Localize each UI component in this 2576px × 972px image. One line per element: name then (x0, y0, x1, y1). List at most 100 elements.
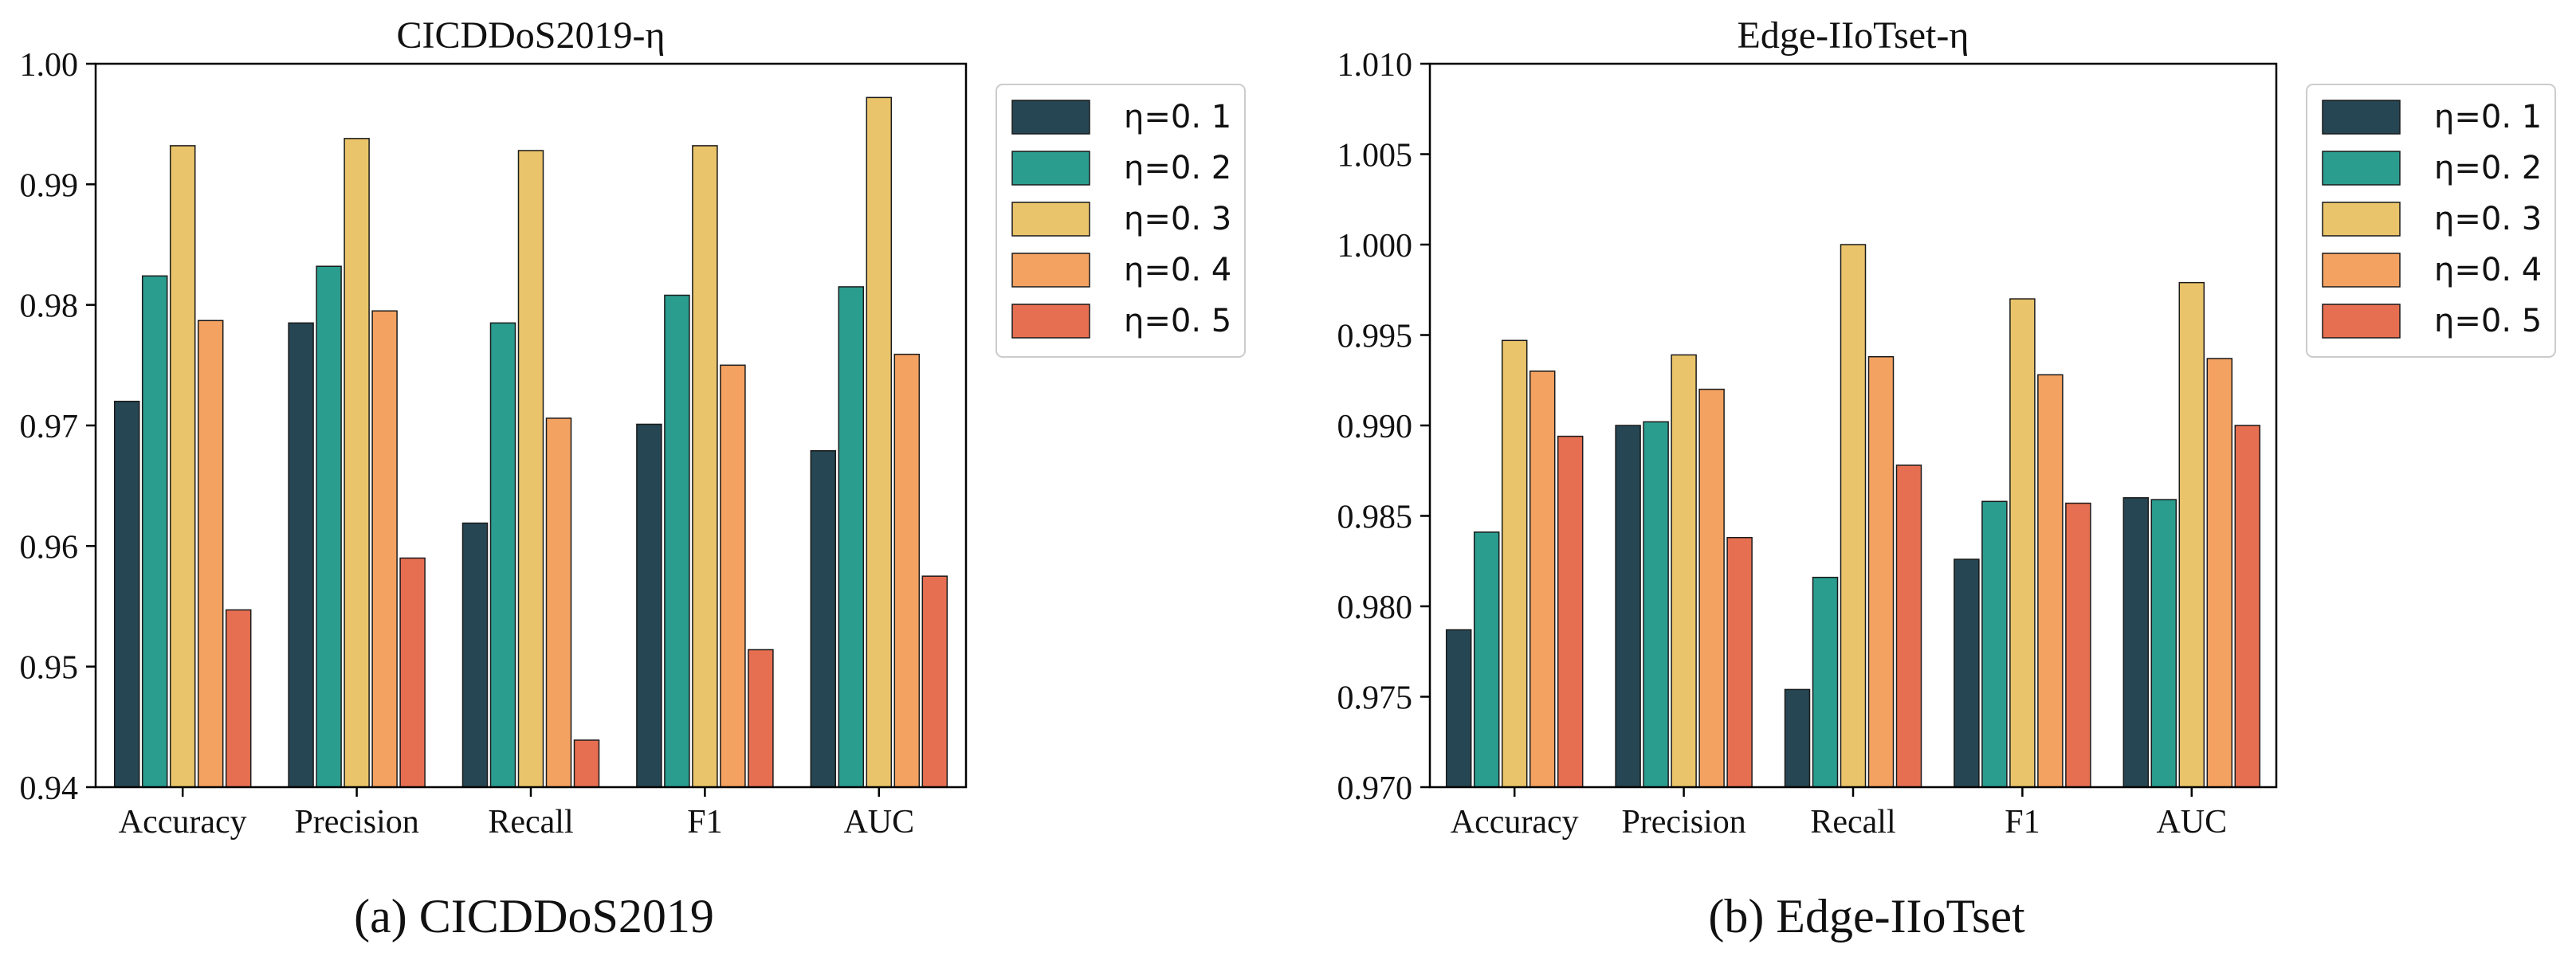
legend: η=0. 1 η=0. 2 η=0. 3 η=0. 4 η=0. 5 (2306, 84, 2556, 358)
legend: η=0. 1 η=0. 2 η=0. 3 η=0. 4 η=0. 5 (995, 84, 1246, 358)
x-tick-label: Recall (488, 804, 573, 841)
bar (1615, 425, 1641, 788)
bar (288, 322, 314, 788)
figure-caption: (a) CICDDoS2019 (354, 890, 714, 943)
bar (1671, 354, 1697, 788)
x-tick-label: Precision (1621, 804, 1745, 841)
y-tick-label: 1.00 (20, 47, 79, 84)
x-tick-label: F1 (2005, 804, 2040, 841)
figure-caption: (b) Edge-IIoTset (1708, 890, 2025, 943)
bar (1840, 244, 1867, 788)
bar (1981, 500, 2008, 788)
bar (636, 423, 662, 788)
x-tick-label: F1 (687, 804, 722, 841)
y-tick-label: 0.975 (1337, 680, 1413, 717)
bar (838, 286, 865, 788)
y-tick-label: 0.98 (20, 288, 79, 325)
legend-swatch (2322, 202, 2401, 237)
legend-swatch (2322, 151, 2401, 186)
bar (2150, 499, 2177, 788)
y-tick-label: 0.970 (1337, 770, 1413, 807)
bar (2065, 502, 2091, 788)
bar (1445, 629, 1472, 788)
y-tick-label: 0.96 (20, 529, 79, 566)
y-tick-label: 0.99 (20, 167, 79, 204)
legend-swatch (1011, 100, 1090, 135)
legend-label: η=0. 2 (2434, 150, 2542, 186)
bar (344, 138, 370, 788)
bar (866, 96, 893, 788)
bar (921, 575, 948, 788)
bar (2178, 281, 2205, 788)
bar (225, 609, 252, 788)
x-tick-label: Accuracy (1451, 804, 1579, 841)
legend-swatch (1011, 253, 1090, 288)
y-tick-label: 0.95 (20, 650, 79, 687)
legend-label: η=0. 3 (1124, 201, 1231, 237)
bar (1726, 536, 1753, 788)
bar (517, 150, 544, 788)
legend-label: η=0. 4 (2434, 252, 2542, 288)
legend-swatch (1011, 151, 1090, 186)
bar (2206, 358, 2233, 788)
x-tick-label: Accuracy (119, 804, 247, 841)
bar (1473, 531, 1500, 788)
bar (197, 319, 224, 788)
bar (2037, 374, 2064, 788)
y-tick-label: 0.94 (20, 770, 79, 807)
chart-title: CICDDoS2019-η (396, 14, 665, 57)
y-tick-label: 0.97 (20, 409, 79, 445)
bar (692, 145, 718, 788)
legend-swatch (2322, 253, 2401, 288)
bar (1643, 421, 1669, 788)
legend-swatch (2322, 304, 2401, 339)
bar (1812, 576, 1839, 788)
bar (1529, 370, 1556, 788)
bar (893, 353, 921, 788)
bar (113, 400, 140, 788)
chart-cicddos2019: CICDDoS2019-η 0.94 0.95 0.96 0.97 0.98 0.99 1.0… (20, 14, 1246, 943)
chart-edge-iiotset: Edge-IIoTset-η 0.970 0.975 0.980 0.985 0.990 0… (1337, 14, 2556, 943)
bar (545, 417, 572, 788)
bar (1557, 435, 1584, 788)
bar (1954, 559, 1980, 788)
chart-title: Edge-IIoTset-η (1738, 14, 1969, 57)
y-tick-label: 1.000 (1337, 228, 1413, 265)
legend-swatch (1011, 304, 1090, 339)
legend-label: η=0. 1 (1124, 99, 1231, 135)
bar (664, 294, 690, 788)
legend-swatch (2322, 100, 2401, 135)
y-tick-label: 1.005 (1337, 138, 1413, 174)
bar (141, 275, 168, 788)
legend-label: η=0. 2 (1124, 150, 1231, 186)
x-tick-label: AUC (2156, 804, 2227, 841)
bar (720, 364, 746, 788)
bar (1698, 388, 1725, 788)
x-tick-label: AUC (843, 804, 914, 841)
y-tick-label: 0.995 (1337, 319, 1413, 355)
y-tick-label: 0.980 (1337, 590, 1413, 626)
bar (573, 739, 600, 788)
legend-label: η=0. 5 (2434, 303, 2542, 339)
bar (1501, 339, 1528, 788)
bar (1867, 355, 1895, 788)
legend-label: η=0. 4 (1124, 252, 1231, 288)
bar (1784, 688, 1811, 788)
legend-label: η=0. 1 (2434, 99, 2542, 135)
bar (748, 649, 774, 788)
y-tick-label: 0.990 (1337, 409, 1413, 445)
y-tick-label: 0.985 (1337, 500, 1413, 536)
bar (489, 322, 516, 788)
bar (169, 145, 196, 788)
y-tick-label: 1.010 (1337, 47, 1413, 84)
legend-swatch (1011, 202, 1090, 237)
bar (2122, 497, 2150, 788)
bar (2234, 425, 2261, 788)
x-tick-label: Precision (294, 804, 418, 841)
bar (461, 522, 489, 788)
legend-label: η=0. 5 (1124, 303, 1231, 339)
bar (2009, 298, 2036, 788)
bar (316, 265, 342, 788)
bar (371, 310, 398, 788)
